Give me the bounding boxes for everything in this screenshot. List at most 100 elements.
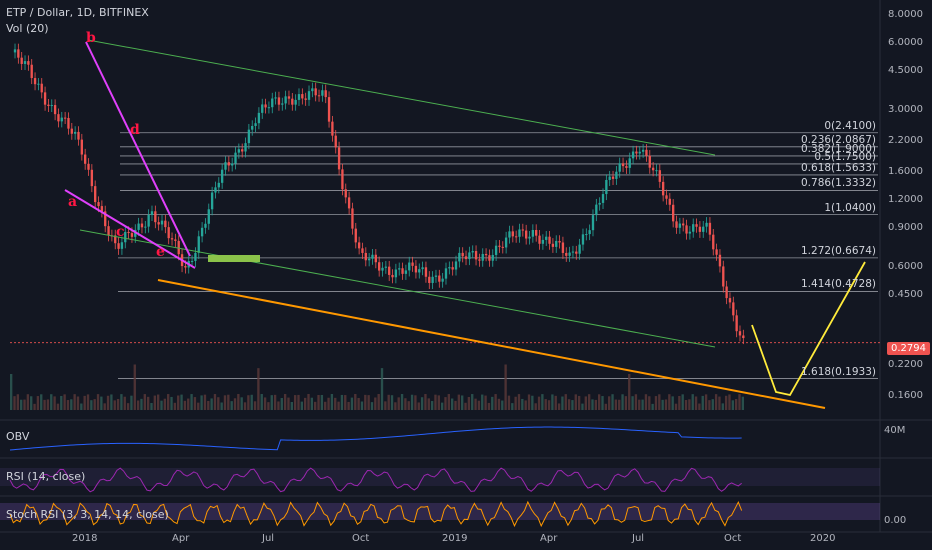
volume-bar xyxy=(521,398,524,410)
candle-body xyxy=(117,243,120,249)
volume-bar xyxy=(63,394,66,410)
volume-bar xyxy=(364,394,367,410)
candle-body xyxy=(491,254,494,261)
volume-bar xyxy=(10,374,13,410)
candle-body xyxy=(30,64,33,79)
candle-body xyxy=(154,211,157,223)
rsi-indicator-label[interactable]: RSI (14, close) xyxy=(6,470,86,483)
volume-bar xyxy=(718,396,721,410)
candle-body xyxy=(197,236,200,253)
candle-body xyxy=(50,105,53,107)
volume-bar xyxy=(477,400,481,410)
fib-level-label: 1.414(0.4728) xyxy=(801,278,876,291)
price-tick-label: 1.6000 xyxy=(888,165,923,177)
volume-bar xyxy=(86,394,90,410)
volume-bar xyxy=(430,401,434,410)
stoch-rsi-indicator-label[interactable]: Stoch RSI (3, 3, 14, 14, close) xyxy=(6,508,169,521)
candle-body xyxy=(344,189,347,198)
volume-bar xyxy=(340,394,344,410)
volume-axis-label: 40M xyxy=(884,425,906,436)
volume-bar xyxy=(150,402,153,410)
volume-bar xyxy=(123,396,126,410)
candle-body xyxy=(718,254,722,267)
volume-bar xyxy=(551,394,554,410)
candle-body xyxy=(521,229,524,231)
price-tick-label: 0.9000 xyxy=(888,221,923,233)
candle-body xyxy=(508,231,511,238)
volume-bar xyxy=(708,400,711,410)
candle-body xyxy=(661,181,665,196)
candle-body xyxy=(147,215,150,227)
candle-body xyxy=(648,155,651,168)
candle-body xyxy=(394,269,398,278)
volume-bar xyxy=(440,402,444,410)
volume-bar xyxy=(471,394,474,410)
volume-bar xyxy=(80,403,83,410)
volume-bar xyxy=(397,397,400,410)
volume-bar xyxy=(571,400,574,410)
volume-bar xyxy=(584,396,587,410)
volume-bar xyxy=(554,395,557,410)
candle-body xyxy=(70,128,73,134)
volume-bar xyxy=(280,398,283,410)
volume-bar xyxy=(691,394,694,410)
rsi-line xyxy=(9,467,742,493)
candle-body xyxy=(451,267,454,270)
price-tick-label: 2.2000 xyxy=(888,134,923,146)
candle-body xyxy=(404,270,408,274)
volume-bar xyxy=(644,394,648,410)
volume-bar xyxy=(581,403,584,410)
candle-body xyxy=(474,251,478,260)
volume-bar xyxy=(681,394,684,410)
candle-body xyxy=(90,169,94,187)
candle-body xyxy=(568,252,571,256)
obv-indicator-label[interactable]: OBV xyxy=(6,430,30,443)
volume-bar xyxy=(410,394,414,410)
volume-bar xyxy=(247,395,250,410)
volume-bar xyxy=(146,396,150,410)
volume-bar xyxy=(293,395,297,410)
volume-bar xyxy=(671,396,674,410)
price-tick-label: 6.0000 xyxy=(888,36,923,48)
volume-bar xyxy=(648,396,651,410)
fib-level-label: 0.236(2.0867) xyxy=(801,133,876,146)
candle-body xyxy=(87,163,90,170)
volume-bar xyxy=(217,397,220,410)
volume-bar xyxy=(491,396,494,410)
volume-bar xyxy=(133,364,136,410)
candle-body xyxy=(421,267,424,270)
volume-bar xyxy=(374,397,377,410)
volume-bar xyxy=(394,402,397,410)
volume-bar xyxy=(140,398,143,410)
volume-bar xyxy=(658,394,661,410)
candle-body xyxy=(738,331,742,336)
volume-bar xyxy=(167,394,170,410)
fib-level-label: 0.382(1.9000) xyxy=(801,142,876,155)
volume-indicator-label[interactable]: Vol (20) xyxy=(6,22,49,35)
candle-body xyxy=(167,227,170,239)
candle-body xyxy=(63,117,67,119)
wave-label: a xyxy=(68,194,78,210)
volume-bar xyxy=(704,394,708,410)
volume-bar xyxy=(50,394,53,410)
channel-upper-line xyxy=(87,39,716,156)
volume-bar xyxy=(337,401,340,410)
candle-body xyxy=(241,149,244,152)
candle-body xyxy=(251,125,254,130)
candle-body xyxy=(40,83,43,93)
candle-body xyxy=(725,286,728,299)
volume-bar xyxy=(370,402,374,410)
volume-bar xyxy=(143,394,146,410)
volume-bar xyxy=(116,398,120,410)
candle-body xyxy=(635,151,638,154)
candle-body xyxy=(37,83,40,85)
candle-body xyxy=(658,170,661,182)
candle-body xyxy=(535,229,538,236)
volume-bar xyxy=(638,399,641,410)
volume-bar xyxy=(23,399,26,410)
volume-bar xyxy=(354,394,357,410)
candle-body xyxy=(545,236,548,240)
volume-bar xyxy=(624,396,628,410)
candle-body xyxy=(471,251,474,253)
